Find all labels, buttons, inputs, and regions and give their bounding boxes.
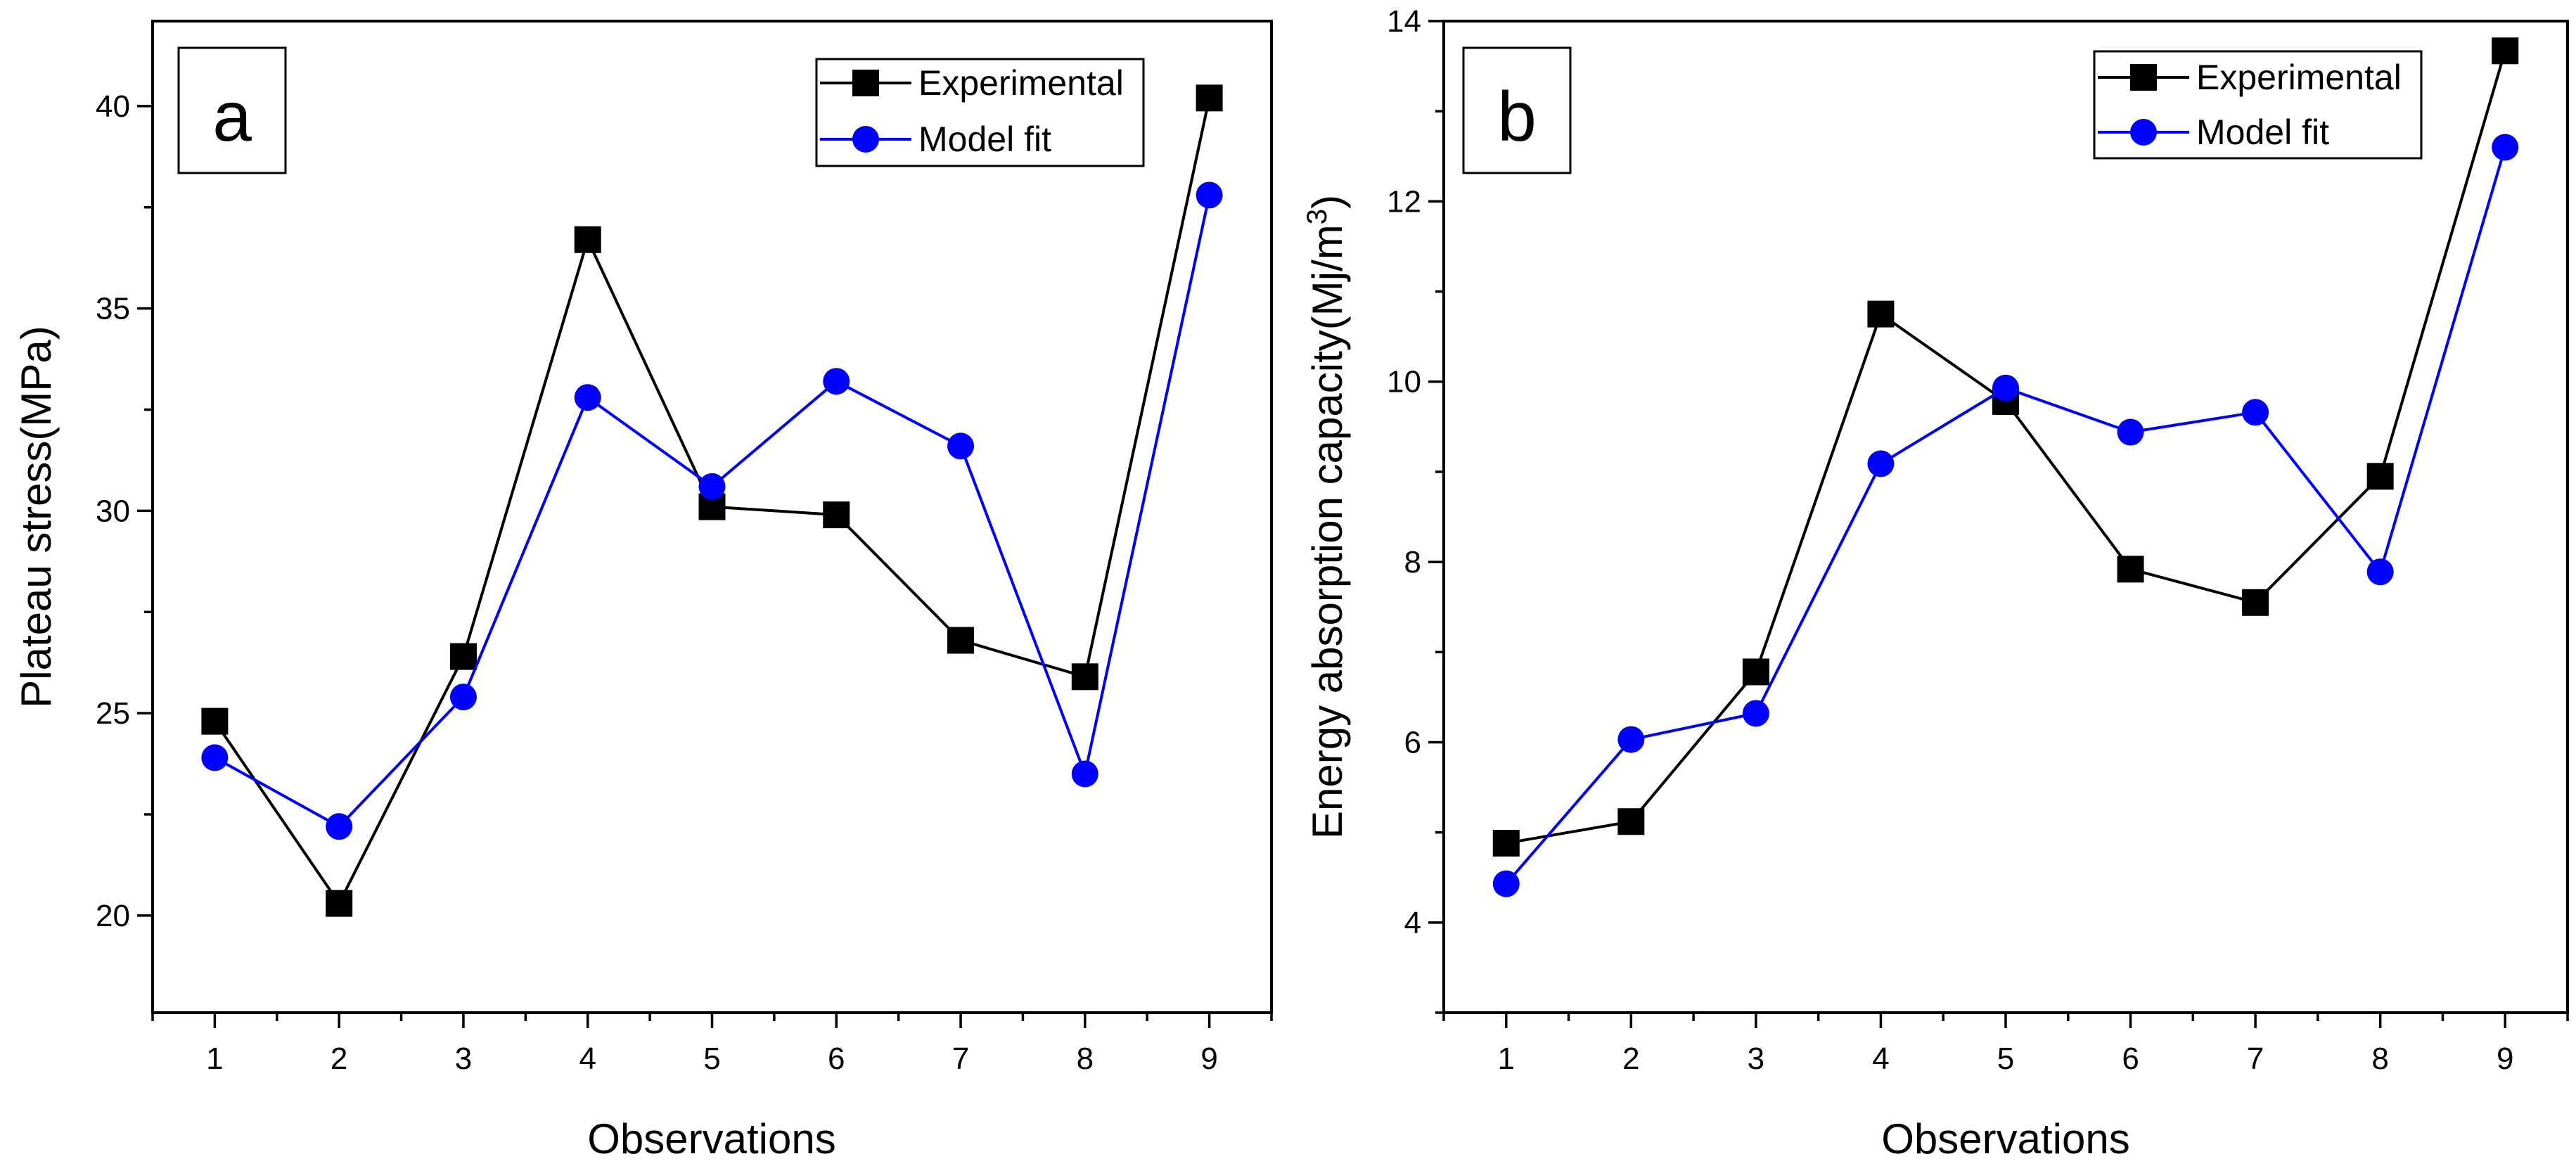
panel-b-y-axis-title-main: Energy absorption capacity(Mj/m xyxy=(1304,224,1351,839)
panel-b-plot-frame xyxy=(1444,21,2568,1013)
panel-b-x-tick-label-7: 7 xyxy=(2247,1041,2264,1076)
panel-a-point-model-fit-4 xyxy=(575,384,601,411)
panel-a-y-axis-title: Plateau stress(MPa) xyxy=(13,326,60,708)
panel-b-point-experimental-1 xyxy=(1493,830,1520,857)
panel-b-y-tick-label-4: 4 xyxy=(1404,906,1421,940)
panel-a-x-tick-label-2: 2 xyxy=(331,1041,347,1076)
panel-b-point-model-fit-1 xyxy=(1493,871,1520,897)
panel-a-x-tick-label-1: 1 xyxy=(206,1041,223,1076)
panel-b-point-model-fit-3 xyxy=(1743,700,1769,726)
panel-a-point-model-fit-2 xyxy=(326,813,352,840)
panel-b-y-tick-label-8: 8 xyxy=(1404,545,1421,579)
panel-a-x-tick-label-7: 7 xyxy=(952,1041,969,1076)
panel-a-y-tick-label-40: 40 xyxy=(96,89,130,124)
panel-a-x-tick-label-3: 3 xyxy=(455,1041,472,1076)
panel-b-legend-label-model-fit: Model fit xyxy=(2196,113,2329,152)
panel-a-point-model-fit-1 xyxy=(201,744,228,771)
panel-b-x-tick-label-9: 9 xyxy=(2497,1041,2513,1076)
panel-a-point-experimental-8 xyxy=(1072,663,1098,690)
panel-b-point-model-fit-7 xyxy=(2242,399,2269,425)
panel-b-y-tick-label-12: 12 xyxy=(1387,184,1421,219)
panel-a-y-tick-label-25: 25 xyxy=(96,696,130,731)
panel-a-point-model-fit-5 xyxy=(699,473,726,500)
panel-b-point-experimental-7 xyxy=(2242,589,2269,616)
panel-a-x-tick-label-8: 8 xyxy=(1077,1041,1094,1076)
panel-b-legend: Experimental Model fit xyxy=(2094,51,2421,158)
panel-a-point-experimental-9 xyxy=(1196,84,1223,111)
panel-b-point-experimental-3 xyxy=(1743,658,1769,685)
panel-b-x-tick-label-3: 3 xyxy=(1748,1041,1764,1076)
panel-b-x-tick-label-1: 1 xyxy=(1498,1041,1515,1076)
panel-a-point-experimental-3 xyxy=(450,643,477,670)
panel-b-y-tick-label-10: 10 xyxy=(1387,365,1421,399)
panel-b-point-model-fit-6 xyxy=(2117,419,2144,446)
panel-b-point-experimental-6 xyxy=(2117,556,2144,582)
panel-b-x-tick-label-6: 6 xyxy=(2122,1041,2139,1076)
panel-a-point-model-fit-3 xyxy=(450,684,477,710)
panel-a-legend-label-model-fit: Model fit xyxy=(918,120,1051,159)
panel-b-point-model-fit-4 xyxy=(1867,450,1894,477)
panel-a-point-model-fit-9 xyxy=(1196,181,1223,208)
panel-a-legend-marker-experimental xyxy=(852,70,879,96)
panel-a-chart: 1 2 3 4 5 6 7 8 9 20 25 30 35 40 a Experimental Model… xyxy=(13,21,1271,1162)
panel-b-series xyxy=(1493,37,2518,897)
panel-b-y-axis-title: Energy absorption capacity(Mj/m3) xyxy=(1302,195,1351,839)
panel-a-y-tick-label-30: 30 xyxy=(96,494,130,528)
panel-a-x-tick-label-5: 5 xyxy=(703,1041,720,1076)
panel-a-tick-labels: 1 2 3 4 5 6 7 8 9 20 25 30 35 40 xyxy=(96,89,1218,1076)
panel-a-point-experimental-1 xyxy=(201,708,228,735)
panel-a-point-model-fit-8 xyxy=(1072,760,1098,787)
panel-b-x-tick-label-8: 8 xyxy=(2371,1041,2388,1076)
figure: 1 2 3 4 5 6 7 8 92025303540 a Experimental Model… xyxy=(0,0,2576,1173)
panel-a-point-experimental-6 xyxy=(823,501,850,528)
panel-b-point-experimental-4 xyxy=(1867,301,1894,328)
panel-a-point-model-fit-7 xyxy=(947,432,974,459)
panel-b-point-model-fit-9 xyxy=(2492,134,2518,160)
panel-a-legend: Experimental Model fit xyxy=(816,59,1143,166)
panel-a-point-experimental-4 xyxy=(575,226,601,253)
panel-b-point-experimental-8 xyxy=(2367,463,2394,489)
panel-b-series-model-fit-line xyxy=(1506,148,2505,884)
panel-b-point-model-fit-5 xyxy=(1992,375,2019,402)
panel-b-point-experimental-2 xyxy=(1617,808,1644,835)
panel-a-series xyxy=(201,84,1222,916)
panel-b-x-tick-label-4: 4 xyxy=(1872,1041,1889,1076)
panel-b-point-experimental-9 xyxy=(2492,37,2518,64)
panel-b-y-axis-title-superscript: 3 xyxy=(1302,209,1333,224)
panel-b-x-tick-label-5: 5 xyxy=(1997,1041,2014,1076)
panel-a-letter: a xyxy=(212,77,252,156)
panel-b-legend-marker-experimental xyxy=(2130,64,2157,91)
panel-a-x-tick-label-9: 9 xyxy=(1200,1041,1217,1076)
panel-b-legend-label-experimental: Experimental xyxy=(2196,58,2402,97)
panel-b-point-model-fit-8 xyxy=(2367,558,2394,585)
panel-a-x-tick-label-6: 6 xyxy=(828,1041,845,1076)
panel-b-ticks xyxy=(1428,21,2568,1028)
panel-a-x-axis-title: Observations xyxy=(587,1115,836,1162)
panel-b-x-axis-title: Observations xyxy=(1881,1115,2130,1162)
panel-b-x-tick-label-2: 2 xyxy=(1622,1041,1639,1076)
panel-b-point-model-fit-2 xyxy=(1617,726,1644,753)
panel-a-point-experimental-2 xyxy=(326,890,352,917)
panel-b-y-axis-title-close: ) xyxy=(1304,195,1351,209)
panel-a-y-tick-label-35: 35 xyxy=(96,292,130,326)
panel-a-x-tick-label-4: 4 xyxy=(579,1041,596,1076)
panel-b-legend-marker-model-fit xyxy=(2130,119,2157,146)
panel-a-legend-label-experimental: Experimental xyxy=(918,63,1124,103)
panel-b-y-tick-label-6: 6 xyxy=(1404,725,1421,759)
panel-b-letter: b xyxy=(1497,77,1537,156)
panel-b-series-experimental-line xyxy=(1506,51,2505,843)
panel-b-y-tick-label-14: 14 xyxy=(1387,4,1421,39)
panel-a-point-model-fit-6 xyxy=(823,368,850,395)
panel-a-point-experimental-7 xyxy=(947,627,974,654)
panel-a-legend-marker-model-fit xyxy=(852,126,879,153)
panel-a-y-tick-label-20: 20 xyxy=(96,899,130,933)
panel-a-ticks xyxy=(137,106,1271,1028)
